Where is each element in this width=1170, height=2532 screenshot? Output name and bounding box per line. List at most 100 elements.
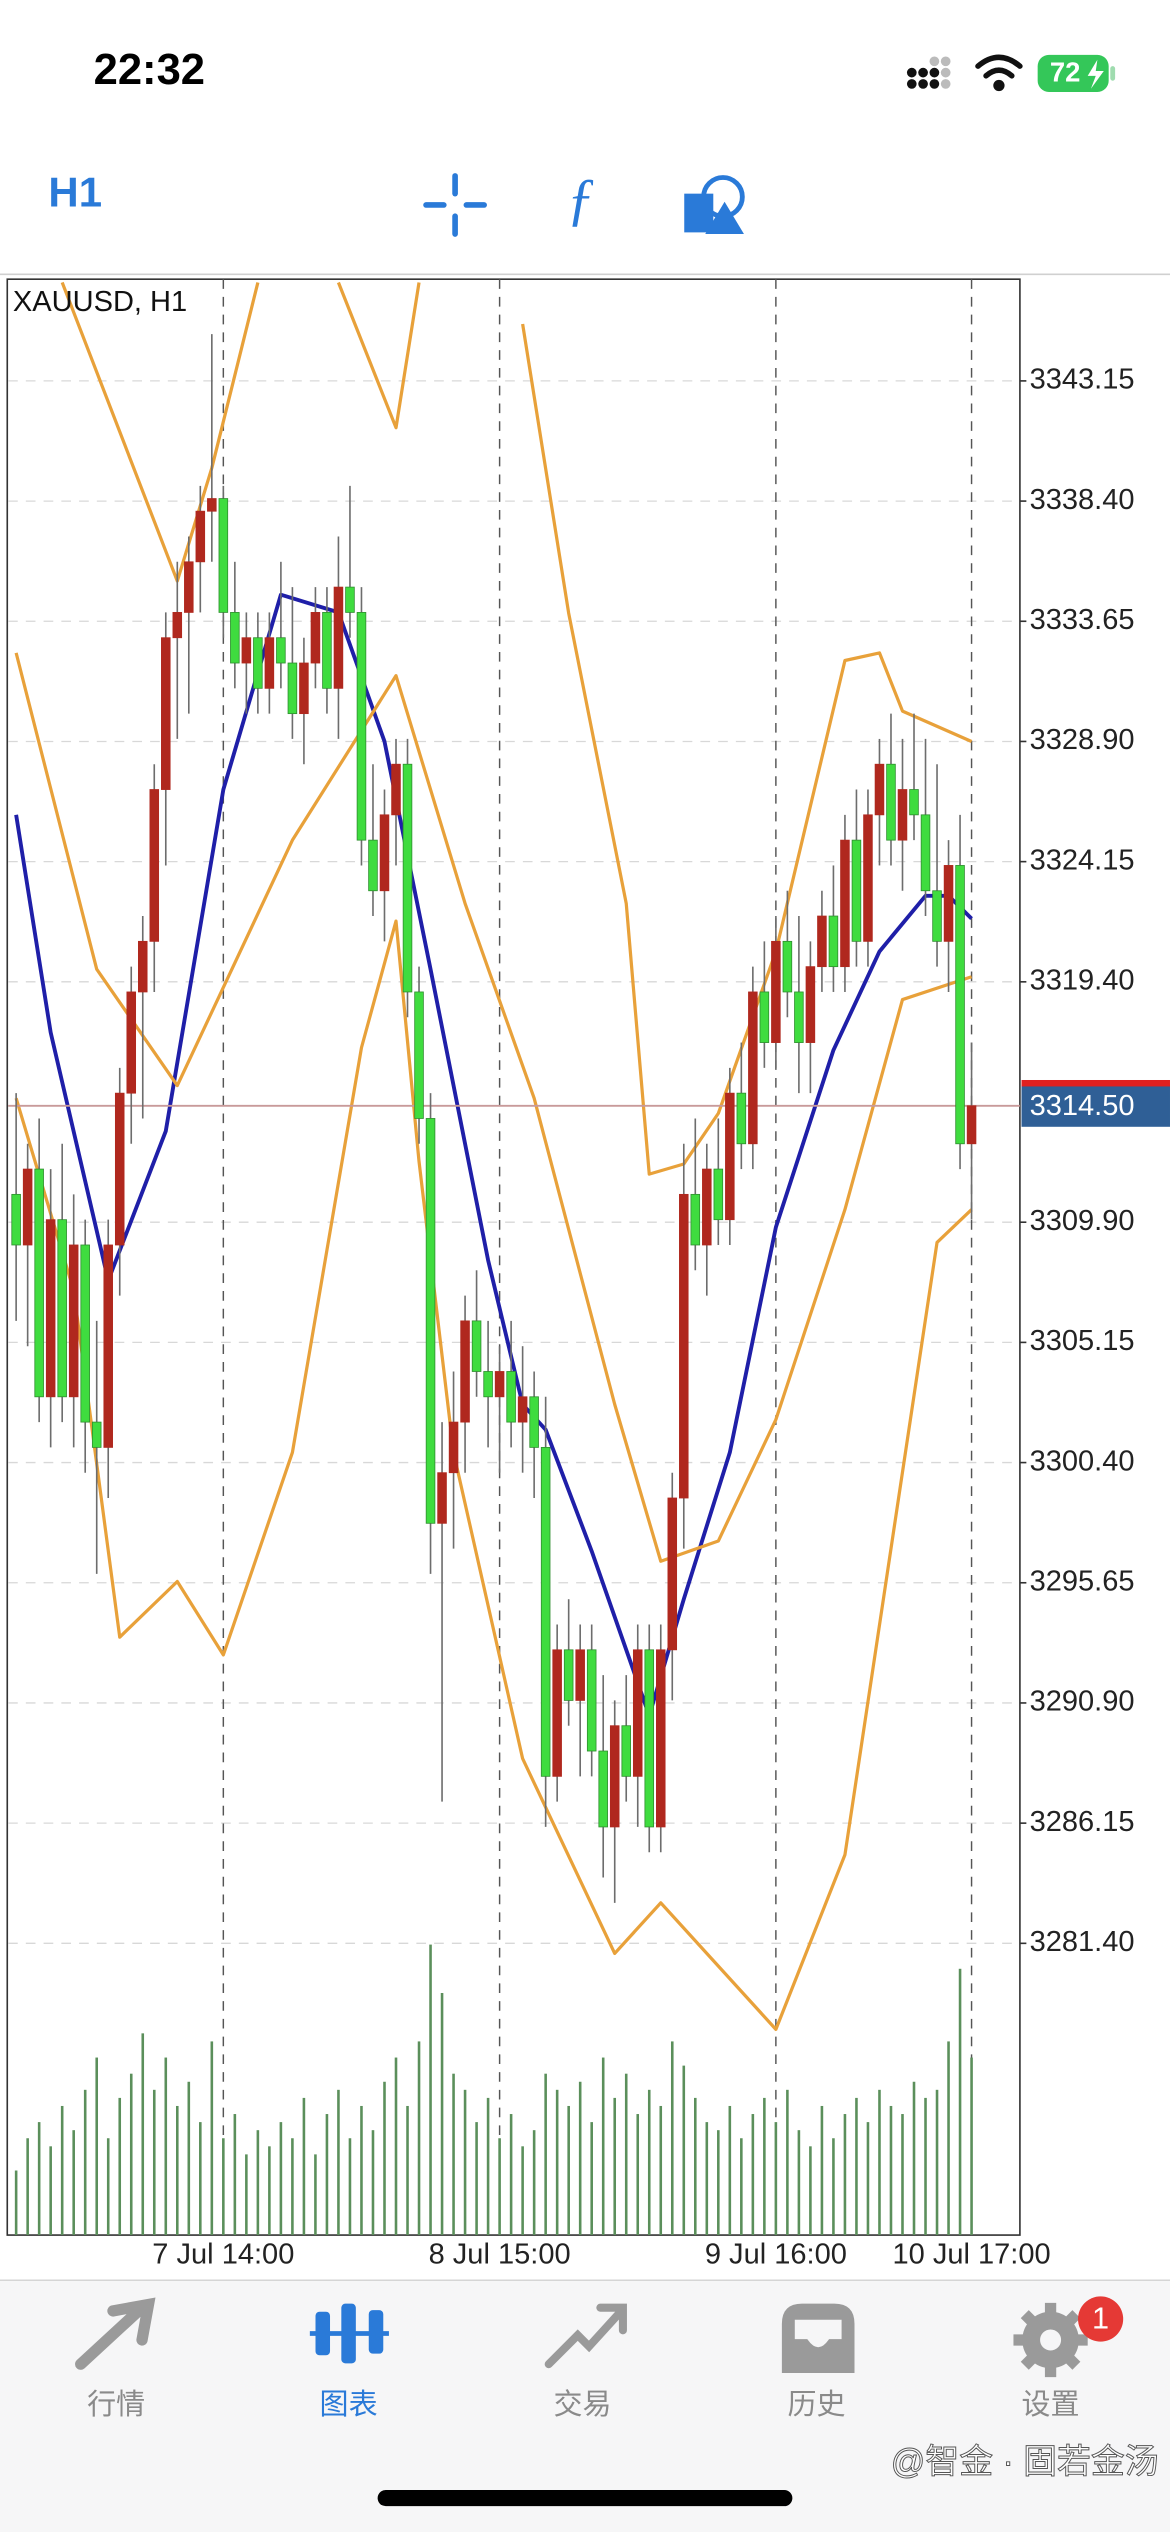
quotes-icon[interactable]: [75, 2297, 156, 2370]
candle-body: [748, 991, 758, 1145]
tab-label[interactable]: 交易: [554, 2388, 612, 2421]
volume-bar: [740, 2138, 743, 2236]
badge-count: 1: [1092, 2302, 1109, 2336]
volume-bar: [924, 2097, 927, 2236]
candle-body: [161, 637, 171, 790]
volume-bar: [118, 2097, 122, 2236]
candle-body: [506, 1371, 516, 1423]
indicator-line: [14, 652, 973, 1563]
volume-bar: [417, 2041, 421, 2236]
volume-bar: [601, 2057, 605, 2236]
candle-body: [137, 940, 148, 993]
candle-body: [207, 498, 217, 512]
volume-bar: [694, 2097, 697, 2236]
candle-body: [195, 510, 206, 563]
objects-button[interactable]: [684, 175, 745, 234]
volume-bar: [83, 2089, 87, 2236]
volume-bar: [786, 2089, 789, 2236]
volume-bar: [717, 2130, 720, 2236]
volume-layer: [14, 1944, 973, 2236]
volume-bar: [705, 2122, 709, 2236]
volume-bar: [590, 2122, 593, 2236]
y-tick-label: 3286.15: [1030, 1806, 1135, 1838]
y-tick-label: 3290.90: [1030, 1686, 1135, 1718]
candle-body: [805, 966, 816, 1043]
candle-body: [103, 1244, 113, 1448]
candle-body: [80, 1244, 90, 1423]
volume-bar: [832, 2138, 835, 2236]
volume-bar: [141, 2033, 145, 2236]
candle-body: [966, 1105, 977, 1145]
volume-bar: [843, 2114, 847, 2236]
candle-body: [586, 1649, 597, 1752]
crosshair-button[interactable]: [423, 173, 487, 237]
y-tick-label: 3333.65: [1030, 604, 1135, 636]
volume-bar: [360, 2105, 363, 2236]
indicator-line: [14, 919, 973, 2031]
price-tag: [1021, 1084, 1170, 1127]
candle-body: [414, 991, 424, 1119]
indicator-line: [14, 592, 973, 1718]
candle-body: [322, 612, 332, 689]
volume-bar: [394, 2057, 398, 2236]
candle-body: [667, 1497, 678, 1651]
volume-bar: [797, 2130, 801, 2236]
volume-bar: [855, 2097, 858, 2236]
volume-bar: [302, 2097, 306, 2236]
candle-body: [794, 991, 804, 1043]
x-tick-label: 7 Jul 14:00: [152, 2239, 294, 2271]
volume-bar: [268, 2146, 271, 2236]
tab-label[interactable]: 图表: [320, 2388, 378, 2421]
y-tick-label: 3328.90: [1030, 724, 1135, 756]
volume-bar: [152, 2089, 156, 2236]
x-tick-label: 9 Jul 16:00: [705, 2239, 847, 2271]
candle-body: [909, 789, 919, 816]
volume-bar: [406, 2105, 409, 2236]
tab-label[interactable]: 行情: [87, 2388, 145, 2421]
tab-label[interactable]: 设置: [1022, 2389, 1080, 2421]
tab-label[interactable]: 历史: [788, 2388, 846, 2421]
badge: [1078, 2296, 1124, 2342]
candle-body: [656, 1649, 666, 1828]
candle-body: [943, 865, 954, 942]
settings-icon[interactable]: [1013, 2302, 1088, 2378]
volume-bar: [187, 2081, 191, 2236]
candle-body: [886, 763, 896, 841]
indicators-button[interactable]: ƒ: [566, 166, 595, 231]
candle-body: [22, 1168, 33, 1246]
candle-body: [690, 1193, 701, 1246]
indicator-line: [60, 281, 973, 1176]
candle-body: [11, 1193, 21, 1246]
volume-bar: [728, 2105, 732, 2236]
volume-bar: [624, 2073, 628, 2236]
signal-icon: [906, 56, 951, 89]
label-layer: 3343.15 3338.40 3333.65 3328.90 3324.15 3319.…: [152, 364, 1170, 2271]
grid: [8, 279, 1020, 2236]
candle-body: [932, 890, 942, 942]
candle-body: [736, 1092, 747, 1145]
candle-body: [840, 839, 850, 968]
chart-icon[interactable]: [309, 2303, 389, 2364]
trade-icon[interactable]: [544, 2303, 627, 2369]
candle-body: [552, 1649, 562, 1777]
candle-body: [149, 789, 160, 942]
current-price-label: 3314.50: [1030, 1090, 1135, 1122]
candle-body: [114, 1092, 125, 1246]
volume-bar: [647, 2089, 651, 2236]
volume-bar: [371, 2130, 375, 2236]
timeframe-button[interactable]: H1: [48, 168, 102, 215]
y-tick-label: 3281.40: [1030, 1926, 1135, 1958]
candle-body: [540, 1446, 551, 1777]
volume-bar: [809, 2146, 812, 2236]
candle-body: [241, 637, 252, 664]
candle-body: [771, 940, 781, 1043]
history-icon[interactable]: [781, 2303, 855, 2374]
volume-bar: [26, 2138, 29, 2236]
x-tick-label: 10 Jul 17:00: [892, 2239, 1050, 2271]
volume-bar: [763, 2097, 766, 2236]
candle-body: [851, 839, 862, 942]
candle-body: [609, 1725, 620, 1828]
candle-body: [402, 763, 413, 993]
volume-bar: [210, 2041, 214, 2236]
